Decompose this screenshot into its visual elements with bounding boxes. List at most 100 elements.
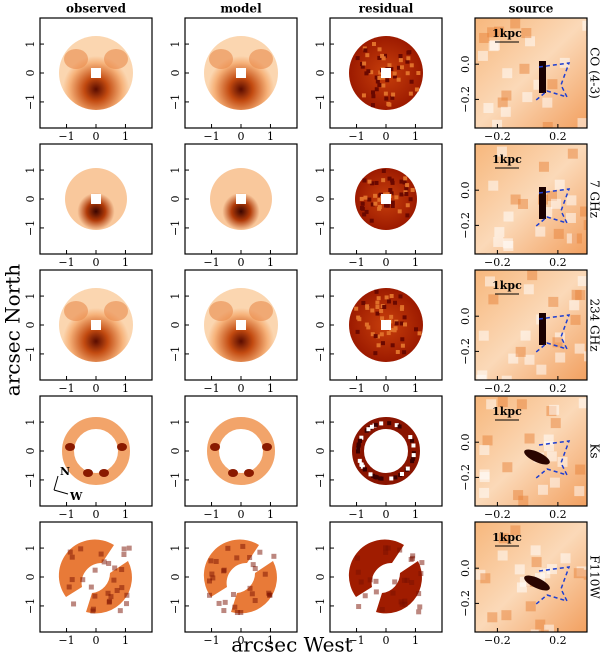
panel-frame xyxy=(329,395,443,507)
patch xyxy=(409,555,415,561)
y-tick-label: 1 xyxy=(24,41,37,48)
patch xyxy=(530,545,541,556)
patch xyxy=(501,90,512,101)
y-tick-label: −1 xyxy=(24,346,37,362)
panel-image xyxy=(349,288,423,362)
panel-image xyxy=(475,270,587,380)
noise xyxy=(368,472,373,477)
patch xyxy=(240,543,246,549)
patch xyxy=(418,571,424,577)
y-tick-label: 1 xyxy=(24,293,37,300)
y-tick-label: 0 xyxy=(314,70,327,77)
x-tick-label: 0 xyxy=(383,508,390,521)
panel: −1 1 0 0 1 −1 xyxy=(24,269,153,395)
patch xyxy=(557,456,568,467)
y-tick-label: 0 xyxy=(169,70,182,77)
patch xyxy=(119,585,125,591)
y-tick-label: 1 xyxy=(169,293,182,300)
x-tick-label: 1 xyxy=(267,130,274,143)
column-title: residual xyxy=(359,2,414,16)
patch xyxy=(392,579,398,585)
patch xyxy=(216,600,222,606)
patch xyxy=(577,118,587,128)
patch xyxy=(559,57,570,68)
patch xyxy=(90,606,96,612)
y-tick-label: 0 xyxy=(314,196,327,203)
compass xyxy=(53,489,69,495)
panel-frame xyxy=(474,143,588,255)
noise xyxy=(381,56,386,61)
x-tick-label: −1 xyxy=(203,382,219,395)
noise xyxy=(409,79,414,84)
panel: 1kpc −0.2 0.2 0.0 −0.2 xyxy=(459,269,588,395)
noise xyxy=(362,61,367,66)
patch xyxy=(121,552,127,558)
patch xyxy=(480,573,491,584)
x-tick-label: 1 xyxy=(412,256,419,269)
blob xyxy=(64,301,88,321)
row-label: 234 GHz xyxy=(588,298,600,351)
panel-frame xyxy=(184,395,298,507)
y-tick-label: 1 xyxy=(169,545,182,552)
mask xyxy=(236,194,246,204)
noise xyxy=(356,443,361,448)
y-tick-label: 1 xyxy=(24,545,37,552)
panel: −1 1 0 0 1 −1 xyxy=(314,143,443,269)
noise xyxy=(390,200,395,205)
knot xyxy=(117,443,127,451)
noise xyxy=(375,300,380,305)
source xyxy=(524,575,550,591)
patch xyxy=(537,484,548,495)
scale-bar-label: 1kpc xyxy=(492,27,522,40)
panel-frame xyxy=(184,521,298,633)
x-tick-label: 0.2 xyxy=(549,634,567,647)
y-tick-label: −1 xyxy=(314,346,327,362)
noise xyxy=(402,180,407,185)
noise xyxy=(370,202,375,207)
x-tick-label: −1 xyxy=(58,508,74,521)
arc xyxy=(203,539,259,597)
ring xyxy=(62,417,130,485)
patch xyxy=(373,578,379,584)
panel: 1kpc −0.2 0.2 0.0 −0.2 xyxy=(459,17,588,143)
noise xyxy=(404,186,409,191)
noise xyxy=(364,322,369,327)
mask xyxy=(381,194,391,204)
y-tick-label: 1 xyxy=(24,167,37,174)
source xyxy=(524,449,550,465)
noise xyxy=(377,55,382,60)
noise xyxy=(394,195,399,200)
patch xyxy=(477,50,488,61)
noise xyxy=(356,315,361,320)
x-tick-label: −1 xyxy=(348,508,364,521)
patch xyxy=(521,28,532,39)
patch xyxy=(566,195,577,206)
y-tick-label: −1 xyxy=(169,598,182,614)
noise xyxy=(405,466,410,471)
panel: −1 1 0 0 1 −1 xyxy=(24,17,153,143)
noise xyxy=(371,94,376,99)
patch xyxy=(401,577,407,583)
patch xyxy=(222,599,228,605)
source xyxy=(539,187,546,219)
noise xyxy=(370,332,375,337)
noise xyxy=(398,58,403,63)
panel: NW −1 1 0 0 1 −1 xyxy=(24,395,153,521)
x-tick-label: 0.2 xyxy=(549,130,567,143)
noise xyxy=(375,304,380,309)
patch xyxy=(225,545,231,551)
patch xyxy=(488,294,499,305)
noise xyxy=(411,443,416,448)
patch xyxy=(108,594,114,600)
noise xyxy=(379,309,384,314)
compass-w: W xyxy=(69,490,83,503)
patch xyxy=(536,364,547,375)
patch xyxy=(78,546,84,552)
y-tick-label: 1 xyxy=(24,419,37,426)
blob xyxy=(209,301,233,321)
y-axis-label: arcsec North xyxy=(1,264,25,396)
patch xyxy=(238,610,244,616)
noise xyxy=(392,328,397,333)
patch xyxy=(566,233,577,244)
patch xyxy=(262,571,268,577)
